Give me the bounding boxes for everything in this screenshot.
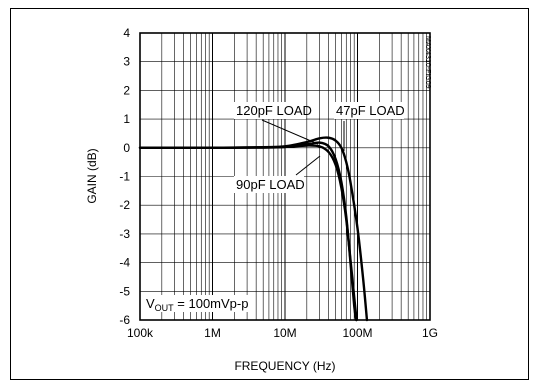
- annotation-90pf-label: 90pF LOAD: [236, 177, 305, 192]
- y-tick-label: 1: [123, 112, 130, 126]
- vout-subscript: OUT: [155, 303, 175, 313]
- y-tick-labels: 4 3 2 1 0 -1 -2 -3 -4 -5 -6: [119, 26, 130, 327]
- y-tick-label: 4: [123, 26, 130, 40]
- annotation-47pf-label: 47pF LOAD: [336, 103, 405, 118]
- chart-frame: [10, 8, 529, 380]
- x-tick-label: 100M: [342, 326, 372, 340]
- annotation-90pf: 90pF LOAD: [234, 155, 321, 193]
- curve-120pf-load: [138, 141, 358, 322]
- y-tick-label: -4: [119, 256, 130, 270]
- annotation-47pf: 47pF LOAD: [334, 102, 405, 151]
- vout-annotation: VOUT = 100mVp-p: [143, 295, 251, 313]
- y-tick-label: -6: [119, 313, 130, 327]
- y-tick-label: 2: [123, 83, 130, 97]
- annotation-90pf-leader: [295, 155, 321, 176]
- y-tick-label: -5: [119, 284, 130, 298]
- figure-id: MAX4310-FIG09: [424, 36, 431, 89]
- svg-text:VOUT = 100mVp-p: VOUT = 100mVp-p: [146, 296, 248, 313]
- x-tick-label: 1G: [422, 326, 438, 340]
- curves: [138, 136, 369, 322]
- y-tick-label: -1: [119, 170, 130, 184]
- y-tick-label: 0: [123, 141, 130, 155]
- x-tick-labels: 100k 1M 10M 100M 1G: [127, 326, 438, 340]
- curve-90pf-load: [138, 144, 358, 322]
- vout-rest: = 100mVp-p: [174, 296, 249, 311]
- vout-prefix: V: [146, 296, 155, 311]
- x-tick-label: 10M: [273, 326, 296, 340]
- y-tick-label: 3: [123, 55, 130, 69]
- y-tick-label: -2: [119, 198, 130, 212]
- annotation-120pf: 120pF LOAD: [234, 102, 319, 145]
- x-tick-label: 100k: [127, 326, 154, 340]
- y-axis-label: GAIN (dB): [85, 148, 99, 203]
- annotation-120pf-leader: [261, 119, 319, 145]
- plot-area-border: [139, 32, 431, 321]
- curve-47pf-load: [138, 136, 369, 322]
- x-axis-label: FREQUENCY (Hz): [234, 359, 335, 373]
- x-tick-label: 1M: [204, 326, 221, 340]
- y-tick-label: -3: [119, 227, 130, 241]
- annotation-120pf-label: 120pF LOAD: [236, 103, 312, 118]
